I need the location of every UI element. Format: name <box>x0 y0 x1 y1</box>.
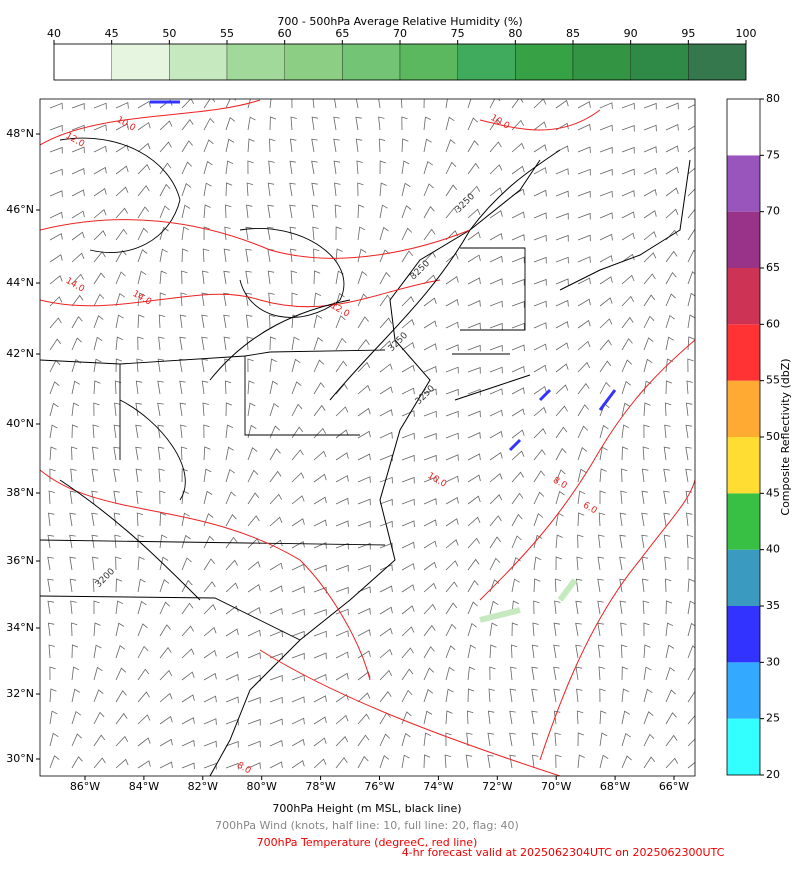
x-tick-label: 74°W <box>423 780 453 793</box>
colorbar-segment <box>111 43 170 81</box>
colorbar-tick-label: 55 <box>766 374 780 387</box>
colorbar-tick-label: 70 <box>766 205 780 218</box>
colorbar-segment <box>226 43 285 81</box>
caption-temperature: 700hPa Temperature (degreeC, red line) <box>257 836 478 849</box>
y-tick-label: 44°N <box>6 276 34 289</box>
y-tick-label: 34°N <box>6 621 34 634</box>
colorbar-tick-label: 50 <box>162 27 176 40</box>
colorbar-title: 700 - 500hPa Average Relative Humidity (… <box>277 15 522 28</box>
caption-wind: 700hPa Wind (knots, half line: 10, full … <box>215 819 519 832</box>
y-tick-label: 38°N <box>6 486 34 499</box>
colorbar-segment <box>727 549 760 606</box>
x-tick-label: 86°W <box>70 780 100 793</box>
colorbar-segment <box>457 43 516 81</box>
colorbar-segment <box>688 43 747 81</box>
colorbar-segment <box>727 493 760 550</box>
map-content: 10.012.014.014.012.010.08.06.010.08.0325… <box>40 99 695 776</box>
y-tick-label: 32°N <box>6 687 34 700</box>
colorbar-tick-label: 65 <box>335 27 349 40</box>
colorbar-tick-label: 60 <box>278 27 292 40</box>
colorbar-segment <box>727 268 760 325</box>
x-tick-label: 72°W <box>482 780 512 793</box>
colorbar-tick-label: 45 <box>105 27 119 40</box>
y-tick-label: 48°N <box>6 127 34 140</box>
y-tick-label: 46°N <box>6 203 34 216</box>
colorbar-tick-label: 30 <box>766 655 780 668</box>
x-tick-label: 84°W <box>129 780 159 793</box>
colorbar-segment <box>727 211 760 268</box>
colorbar-tick-label: 90 <box>624 27 638 40</box>
colorbar-tick-label: 80 <box>508 27 522 40</box>
colorbar-segment <box>727 324 760 381</box>
colorbar-segment <box>727 380 760 437</box>
x-tick-label: 70°W <box>541 780 571 793</box>
colorbar-segment <box>515 43 574 81</box>
colorbar-segment <box>169 43 228 81</box>
y-tick-label: 40°N <box>6 417 34 430</box>
x-tick-label: 80°W <box>247 780 277 793</box>
colorbar-title: Composite Reflectivity (dbZ) <box>779 358 792 515</box>
colorbar-tick-label: 55 <box>220 27 234 40</box>
colorbar-tick-label: 40 <box>47 27 61 40</box>
height-contours <box>59 149 561 601</box>
wind-barbs <box>47 99 695 770</box>
temperature-contours <box>40 99 695 776</box>
y-tick-label: 42°N <box>6 347 34 360</box>
colorbar-tick-label: 25 <box>766 712 780 725</box>
reflectivity-echoes <box>150 100 617 452</box>
colorbar-tick-label: 75 <box>766 148 780 161</box>
x-tick-label: 76°W <box>364 780 394 793</box>
colorbar-segment <box>630 43 689 81</box>
colorbar-tick-label: 85 <box>566 27 580 40</box>
colorbar-segment <box>727 437 760 494</box>
colorbar-segment <box>727 99 760 156</box>
y-tick-label: 30°N <box>6 752 34 765</box>
colorbar-segment <box>727 662 760 719</box>
colorbar-tick-label: 40 <box>766 543 780 556</box>
x-tick-label: 68°W <box>600 780 630 793</box>
colorbar-segment <box>399 43 458 81</box>
colorbar-segment <box>572 43 631 81</box>
colorbar-segment <box>727 155 760 212</box>
colorbar-tick-label: 80 <box>766 92 780 105</box>
colorbar-segment <box>53 43 112 81</box>
colorbar-segment <box>342 43 401 81</box>
colorbar-segment <box>727 606 760 663</box>
colorbar-segment <box>727 718 760 775</box>
y-tick-label: 36°N <box>6 554 34 567</box>
x-tick-label: 82°W <box>188 780 218 793</box>
colorbar-tick-label: 60 <box>766 317 780 330</box>
caption-valid: 4-hr forecast valid at 2025062304UTC on … <box>402 846 725 859</box>
colorbar-tick-label: 100 <box>736 27 757 40</box>
lakes <box>59 137 345 501</box>
colorbar-tick-label: 75 <box>451 27 465 40</box>
colorbar-tick-label: 20 <box>766 768 780 781</box>
colorbar-tick-label: 50 <box>766 430 780 443</box>
colorbar-frame <box>726 98 761 776</box>
colorbar-tick-label: 65 <box>766 261 780 274</box>
humidity-fill <box>479 578 578 623</box>
colorbar-tick-label: 95 <box>681 27 695 40</box>
colorbar-segment <box>284 43 343 81</box>
x-tick-label: 66°W <box>659 780 689 793</box>
colorbar-tick-label: 70 <box>393 27 407 40</box>
caption-height: 700hPa Height (m MSL, black line) <box>272 802 461 815</box>
colorbar-tick-label: 45 <box>766 486 780 499</box>
x-tick-label: 78°W <box>305 780 335 793</box>
state-borders <box>40 247 526 641</box>
coastline <box>209 159 691 776</box>
map-frame <box>39 98 696 777</box>
colorbar-frame <box>53 43 747 81</box>
colorbar-tick-label: 35 <box>766 599 780 612</box>
